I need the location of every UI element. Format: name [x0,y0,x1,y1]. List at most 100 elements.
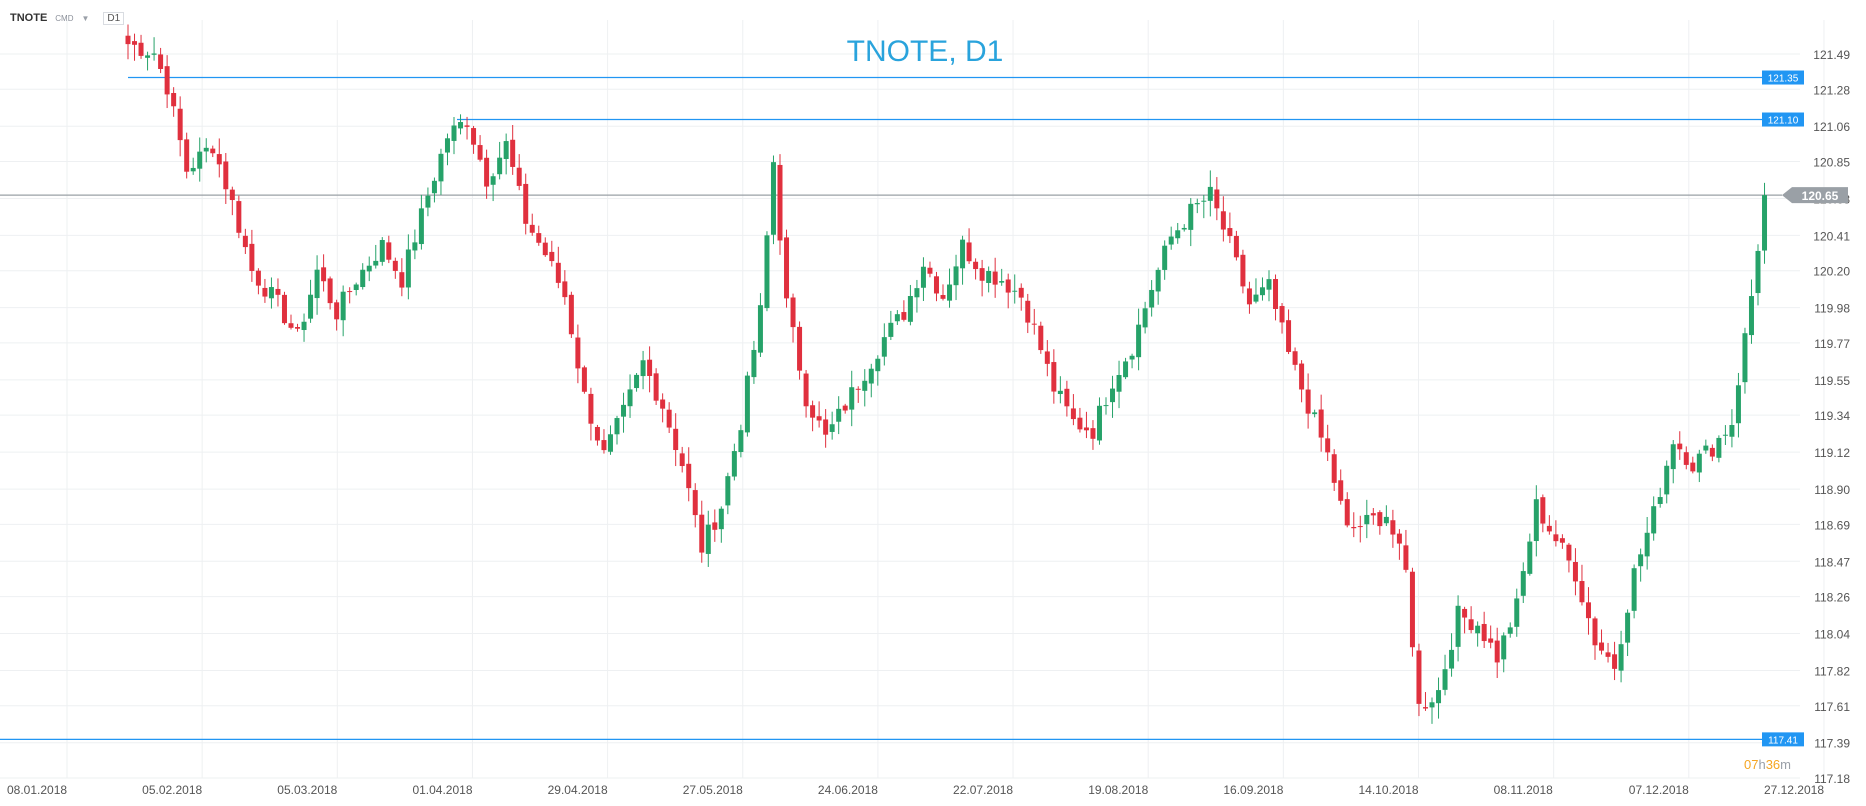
candle-up [1312,412,1318,415]
y-tick-label: 121.06 [1813,120,1850,134]
candle-up [314,269,320,299]
candle-down [229,189,235,201]
symbol-label[interactable]: TNOTE [10,12,48,24]
x-tick-label: 27.05.2018 [683,783,743,797]
candle-down [1540,497,1546,524]
candle-down [1279,306,1285,323]
candle-up [731,451,737,477]
candle-down [797,326,803,371]
candle-down [1299,363,1305,390]
candle-down [1246,288,1252,305]
candle-countdown: 07h36m [1744,757,1791,772]
y-tick-label: 117.82 [1814,664,1850,678]
candle-up [1266,279,1272,290]
candle-down [1233,235,1239,258]
candle-up [1207,186,1213,201]
price-axis: 121.49121.28121.06120.85120.63120.41120.… [1813,48,1850,786]
y-tick-label: 117.61 [1814,700,1850,714]
candle-up [340,291,346,321]
candle-up [1057,390,1063,395]
candle-down [816,416,822,421]
candle-down [529,224,535,233]
candle-up [379,239,385,262]
candle-up [1514,598,1520,627]
timeframe-button[interactable]: D1 [103,11,125,25]
candle-up [1110,388,1116,403]
candle-up [1175,230,1181,239]
candle-down [647,359,653,376]
candle-up [1742,333,1748,383]
candle-up [607,434,613,452]
candle-down [138,42,144,56]
x-tick-label: 05.02.2018 [142,783,202,797]
candle-down [392,260,398,271]
candle-up [1162,245,1168,270]
candle-up [953,266,959,286]
candle-up [360,269,366,288]
y-tick-label: 118.47 [1814,555,1850,569]
candle-down [1351,526,1357,529]
countdown-hours: 07 [1744,757,1758,772]
y-tick-label: 119.12 [1814,446,1850,460]
symbol-dropdown-icon[interactable]: ▼ [81,13,90,23]
candle-up [1501,635,1507,660]
x-tick-label: 14.10.2018 [1359,783,1419,797]
candle-down [568,294,574,335]
candle-down [594,426,600,441]
candle-down [275,288,281,295]
candle-up [353,284,359,290]
candle-down [823,419,829,435]
candle-up [725,476,731,506]
candle-up [640,360,646,377]
candle-up [1253,294,1259,302]
candle-up [301,321,307,331]
line-price-tag [1762,70,1804,85]
y-tick-label: 119.34 [1814,409,1850,423]
candle-down [842,405,848,411]
candle-down [790,297,796,328]
candle-up [920,266,926,288]
candle-up [1194,203,1200,205]
candle-up [1364,514,1370,525]
y-tick-label: 118.90 [1814,483,1850,497]
candle-up [960,239,966,269]
chart-toolbar: TNOTE CMD ▼ D1 [10,10,125,26]
candle-down [236,201,242,233]
candle-down [164,66,170,95]
x-tick-label: 27.12.2018 [1764,783,1824,797]
y-tick-label: 119.98 [1814,302,1850,316]
time-axis: 08.01.2018 05.02.2018 05.03.2018 01.04.2018… [7,783,1824,797]
candle-down [699,514,705,553]
candle-down [334,302,340,320]
candle-down [1338,480,1344,501]
candle-up [757,305,763,353]
candle-up [1168,236,1174,245]
candle-up [151,53,157,55]
candle-down [1331,454,1337,483]
candle-up [849,387,855,410]
y-tick-label: 118.26 [1814,591,1850,605]
candle-up [1735,385,1741,424]
candle-up [1729,425,1735,437]
candle-down [542,242,548,256]
candle-up [1455,605,1461,647]
candle-down [210,148,216,154]
candle-down [555,262,561,283]
candle-up [1520,571,1526,596]
candle-down [588,393,594,424]
x-tick-label: 05.03.2018 [277,783,337,797]
candle-down [1416,650,1422,704]
candle-down [249,243,255,271]
candle-up [1722,434,1728,436]
candle-down [477,145,483,160]
candle-up [418,208,424,245]
candle-up [881,337,887,357]
candle-up [308,294,314,319]
candle-down [242,235,248,248]
candle-down [1553,534,1559,542]
candle-up [458,122,464,129]
candle-down [262,287,268,297]
candle-down [1612,654,1618,669]
candle-up [451,125,457,141]
